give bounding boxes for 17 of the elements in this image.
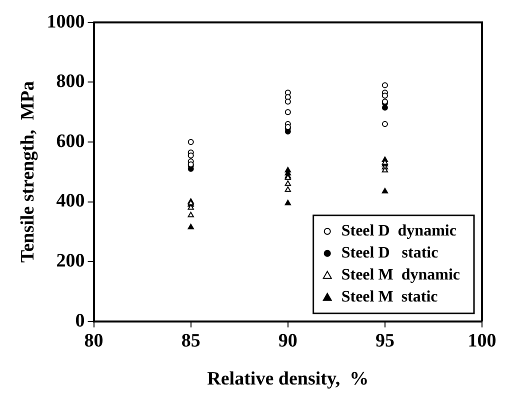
y-tick-label: 600 <box>56 130 85 152</box>
legend-label: Steel M static <box>341 288 438 306</box>
y-tick-label: 1000 <box>46 11 85 32</box>
y-tick-label: 0 <box>75 310 85 332</box>
legend-label: Steel D dynamic <box>341 222 456 240</box>
x-axis-title: Relative density, % <box>207 368 369 390</box>
y-tick-label: 200 <box>56 250 85 272</box>
x-tick-label: 95 <box>375 330 394 352</box>
x-tick-label: 80 <box>84 330 104 352</box>
legend-label: Steel D static <box>341 244 438 262</box>
y-tick-label: 800 <box>56 71 85 92</box>
legend-label: Steel M dynamic <box>341 266 460 284</box>
x-tick-label: 90 <box>278 330 298 352</box>
y-axis-title: Tensile strength, MPa <box>17 80 38 263</box>
x-tick-label: 85 <box>181 330 200 352</box>
x-tick-label: 100 <box>468 330 496 352</box>
y-tick-label: 400 <box>56 190 85 212</box>
